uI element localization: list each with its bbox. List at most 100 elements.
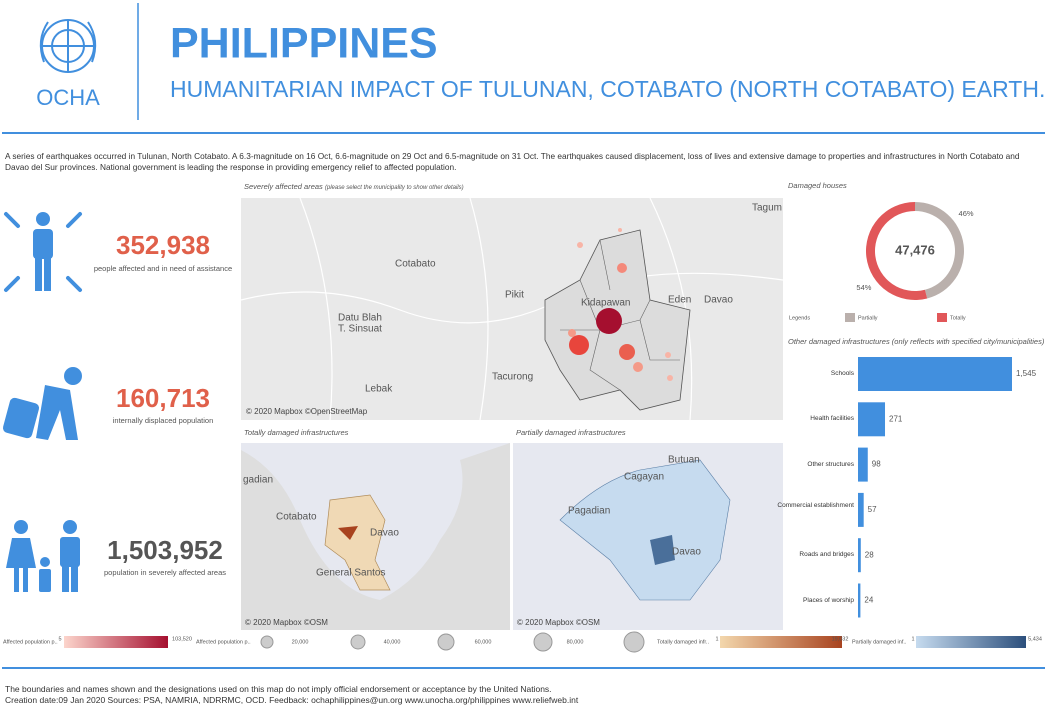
place: Datu Blah: [338, 313, 382, 324]
slice-label: 46%: [959, 209, 974, 218]
place: Tacurong: [492, 372, 533, 383]
place: gadian: [243, 475, 273, 486]
color-ramp: [64, 636, 168, 648]
stat-label: population in severely affected areas: [104, 568, 226, 577]
chart-title: Other damaged infrastructures (only refl…: [788, 337, 1045, 346]
place: Butuan: [668, 455, 700, 466]
subtitle: HUMANITARIAN IMPACT OF TULUNAN, COTABATO…: [170, 76, 1047, 102]
footer: Creation date:09 Jan 2020 Sources: PSA, …: [5, 695, 579, 705]
bar-category: Health facilities: [810, 415, 854, 423]
legend-label: 5,434: [1028, 636, 1042, 642]
place: Davao: [672, 547, 701, 558]
bar: [858, 402, 886, 437]
place: Cotabato: [395, 259, 436, 270]
place: Davao: [704, 295, 733, 306]
stat-value: 160,713: [116, 383, 210, 413]
donut-center: 47,476: [895, 242, 935, 257]
legend-label: 40,000: [384, 639, 401, 645]
place: Cagayan: [624, 472, 664, 483]
impact-circles: [568, 228, 673, 381]
size-legend: [260, 631, 645, 653]
legend-title: Affected population p..: [196, 639, 251, 645]
legend-label: 5: [58, 636, 61, 642]
stat-value: 1,503,952: [107, 535, 223, 565]
map-title: Severely affected areas (please select t…: [244, 182, 464, 191]
stat-label: people affected and in need of assistanc…: [94, 264, 232, 273]
map: [241, 198, 783, 420]
stat-value: 352,938: [116, 230, 210, 260]
donut-slice: [865, 202, 928, 300]
bar-category: Schools: [830, 370, 854, 377]
place: Pikit: [505, 290, 524, 301]
attribution: © 2020 Mapbox ©OpenStreetMap: [246, 407, 368, 416]
logo: [39, 19, 97, 73]
map-roads: [240, 197, 784, 421]
legend-label: Totally: [950, 315, 966, 321]
place: Pagadian: [568, 506, 610, 517]
legend-title: Affected population p..: [3, 639, 58, 645]
chart-title: Damaged houses: [788, 181, 847, 190]
bar: [858, 492, 864, 527]
slice-label: 54%: [856, 283, 871, 292]
place: Cotabato: [276, 512, 317, 523]
stat-label: internally displaced population: [113, 416, 214, 425]
legend-title: Totally damaged infr..: [657, 639, 709, 645]
bar-category: Roads and bridges: [799, 551, 854, 559]
people-icon: [4, 212, 82, 292]
map-title: Severely affected areas: [244, 182, 323, 191]
legend-label: 80,000: [567, 639, 584, 645]
bar-category: Commercial establishment: [777, 501, 854, 509]
land: [241, 443, 510, 630]
bar-category: Other structures: [807, 460, 854, 468]
place: Eden: [668, 295, 691, 306]
legend-swatch: [937, 313, 947, 322]
bar-value: 98: [872, 460, 881, 469]
place: T. Sinsuat: [338, 324, 382, 335]
attribution: © 2020 Mapbox ©OSM: [245, 618, 328, 627]
attribution: © 2020 Mapbox ©OSM: [517, 618, 600, 627]
bar-value: 28: [865, 550, 874, 559]
map-title: Partially damaged infrastructures: [516, 428, 626, 437]
affected-area: [324, 494, 391, 591]
intro: A series of earthquakes occurred in Tulu…: [5, 151, 1020, 172]
bar-value: 57: [868, 505, 877, 514]
color-ramp: [916, 636, 1026, 648]
legend-label: 60,000: [475, 639, 492, 645]
place: Tagum: [752, 203, 782, 214]
legend-label: 1: [715, 636, 718, 642]
bar-value: 24: [864, 596, 873, 605]
legend-label: Partially: [858, 315, 878, 321]
bar-value: 271: [889, 414, 903, 423]
affected-area: [338, 526, 358, 540]
legend-title: Partially damaged inf..: [852, 639, 907, 645]
legend-label: 19,032: [832, 636, 849, 642]
bar-value: 1,545: [1016, 369, 1037, 378]
legend-label: 103,520: [172, 636, 192, 642]
map-title: Totally damaged infrastructures: [244, 428, 349, 437]
title: PHILIPPINES: [170, 19, 438, 67]
affected-area: [650, 535, 675, 565]
bar: [858, 538, 861, 573]
legend-label: 1: [911, 636, 914, 642]
place: General Santos: [316, 568, 386, 579]
family-icon: [6, 520, 80, 592]
footer: The boundaries and names shown and the d…: [5, 684, 552, 694]
bar: [858, 447, 868, 482]
bar: [858, 583, 861, 618]
map-note: (please select the municipality to show …: [325, 185, 464, 191]
bar-category: Places of worship: [803, 596, 854, 604]
org: OCHA: [36, 85, 100, 110]
affected-area: [559, 459, 731, 601]
place: Lebak: [365, 384, 393, 395]
legend-label: 20,000: [292, 639, 309, 645]
legend-swatch: [845, 313, 855, 322]
displaced-icon: [2, 367, 82, 440]
donut-slice: [915, 202, 964, 299]
place: Kidapawan: [581, 298, 630, 309]
place: Davao: [370, 528, 399, 539]
color-ramp: [720, 636, 842, 648]
bar: [858, 357, 1012, 391]
legend-title: Legends: [789, 315, 810, 321]
